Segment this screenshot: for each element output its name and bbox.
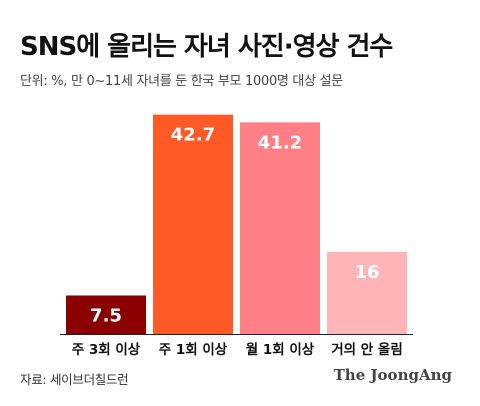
category-label-2: 주 1회 이상 bbox=[159, 341, 228, 358]
bar-3 bbox=[240, 122, 320, 334]
bar-1 bbox=[66, 295, 146, 334]
category-label-3: 월 1회 이상 bbox=[246, 341, 315, 358]
page-title: SNS에 올리는 자녀 사진·영상 건수 bbox=[20, 32, 393, 62]
publisher-logo: The JoongAng bbox=[333, 366, 452, 384]
source-note: 자료: 세이브더칠드런 bbox=[20, 372, 129, 387]
bar-value-label-4: 16 bbox=[354, 262, 379, 283]
bar-value-label-2: 42.7 bbox=[171, 125, 215, 146]
bar-2 bbox=[153, 114, 233, 334]
bar-value-label-1: 7.5 bbox=[90, 305, 122, 326]
bar-4 bbox=[327, 251, 407, 334]
bar-value-label-3: 41.2 bbox=[258, 132, 302, 153]
category-label-4: 거의 안 올림 bbox=[331, 341, 403, 358]
category-label-1: 주 3회 이상 bbox=[72, 341, 141, 358]
chart-subtitle: 단위: %, 만 0~11세 자녀를 둔 한국 부모 1000명 대상 설문 bbox=[20, 74, 343, 89]
